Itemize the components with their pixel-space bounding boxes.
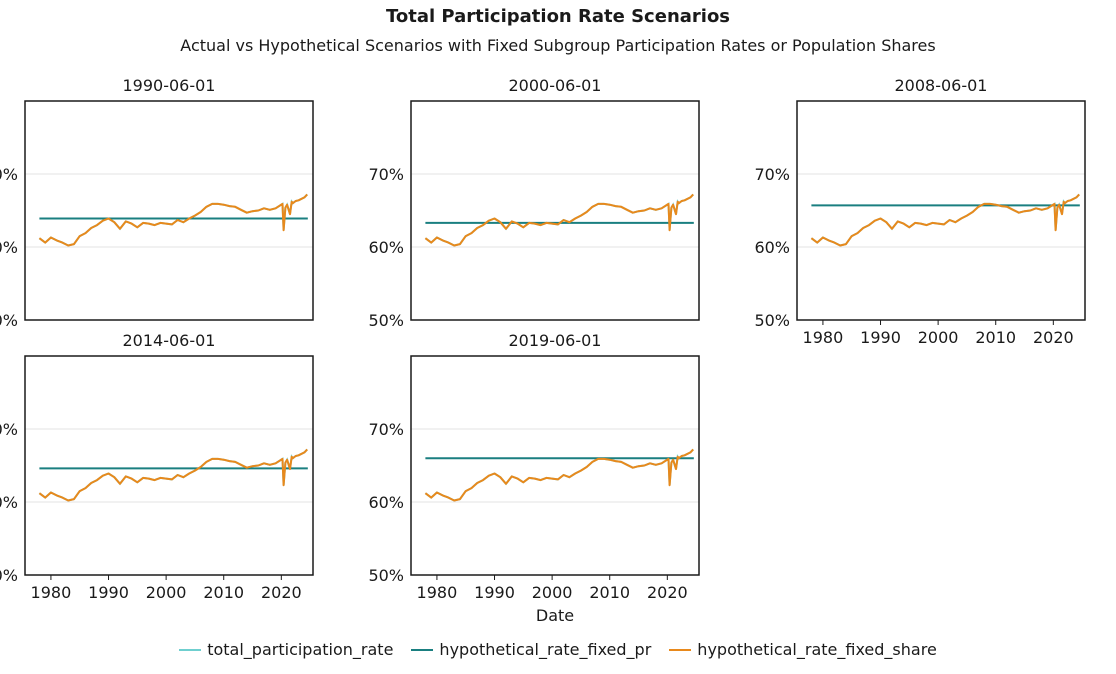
x-tick-label-3-1990: 1990 (860, 328, 901, 347)
x-tick-label-3-2010: 2010 (975, 328, 1016, 347)
legend-item-fixed-share: hypothetical_rate_fixed_share (669, 640, 937, 659)
series-fixed-share-5 (424, 448, 694, 502)
y-tick-label-2-70: 70% (368, 165, 404, 184)
panel-title-5: 2019-06-01 (509, 331, 602, 350)
y-tick-label-3-60: 60% (754, 238, 790, 257)
legend-swatch-fixed-pr (411, 648, 434, 651)
legend-label-fixed-share: hypothetical_rate_fixed_share (697, 640, 937, 659)
legend-item-fixed-pr: hypothetical_rate_fixed_pr (411, 640, 651, 659)
panel-title-4: 2014-06-01 (123, 331, 216, 350)
x-tick-label-4-2000: 2000 (146, 583, 187, 602)
y-tick-label-4-50: 50% (0, 566, 18, 585)
x-axis-label: Date (536, 606, 574, 625)
x-tick-label-4-2020: 2020 (261, 583, 302, 602)
panel-title-2: 2000-06-01 (509, 76, 602, 95)
panel-frame-5 (410, 355, 700, 576)
x-tick-label-5-2000: 2000 (532, 583, 573, 602)
y-tick-label-2-50: 50% (368, 311, 404, 330)
panel-title-3: 2008-06-01 (895, 76, 988, 95)
chart-subtitle: Actual vs Hypothetical Scenarios with Fi… (180, 36, 936, 55)
x-tick-label-5-2020: 2020 (647, 583, 688, 602)
legend-label-total: total_participation_rate (207, 640, 394, 659)
x-tick-label-4-1990: 1990 (88, 583, 129, 602)
y-tick-label-3-70: 70% (754, 165, 790, 184)
series-fixed-share-3 (810, 193, 1080, 247)
y-tick-label-1-60: 60% (0, 238, 18, 257)
y-tick-label-1-70: 70% (0, 165, 18, 184)
y-tick-label-2-60: 60% (368, 238, 404, 257)
panel-frame-1 (24, 100, 314, 321)
y-tick-label-3-50: 50% (754, 311, 790, 330)
chart-legend: total_participation_rate hypothetical_ra… (0, 640, 1116, 659)
panel-frame-3 (796, 100, 1086, 321)
y-tick-label-5-60: 60% (368, 493, 404, 512)
series-fixed-share-1 (38, 193, 308, 247)
x-tick-label-5-1990: 1990 (474, 583, 515, 602)
series-fixed-share-2 (424, 193, 694, 247)
panel-title-1: 1990-06-01 (123, 76, 216, 95)
y-tick-label-4-70: 70% (0, 420, 18, 439)
y-tick-label-5-50: 50% (368, 566, 404, 585)
legend-swatch-total (179, 648, 202, 651)
x-tick-label-4-2010: 2010 (203, 583, 244, 602)
y-tick-label-5-70: 70% (368, 420, 404, 439)
x-tick-label-3-2000: 2000 (918, 328, 959, 347)
x-tick-label-4-1980: 1980 (31, 583, 72, 602)
legend-label-fixed-pr: hypothetical_rate_fixed_pr (439, 640, 652, 659)
chart-title: Total Participation Rate Scenarios (385, 6, 731, 27)
legend-item-total: total_participation_rate (179, 640, 393, 659)
legend-swatch-fixed-share (669, 648, 692, 651)
y-tick-label-4-60: 60% (0, 493, 18, 512)
x-tick-label-3-1980: 1980 (803, 328, 844, 347)
x-tick-label-5-2010: 2010 (589, 583, 630, 602)
x-tick-label-5-1980: 1980 (417, 583, 458, 602)
y-tick-label-1-50: 50% (0, 311, 18, 330)
panel-frame-4 (24, 355, 314, 576)
x-tick-label-3-2020: 2020 (1033, 328, 1074, 347)
panel-frame-2 (410, 100, 700, 321)
series-fixed-share-4 (38, 448, 308, 502)
